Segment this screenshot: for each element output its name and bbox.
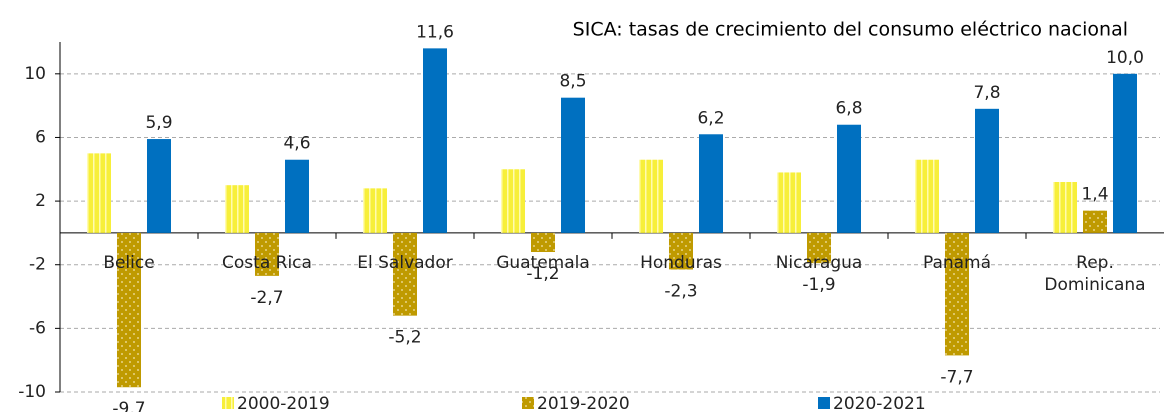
bar	[1113, 73, 1137, 233]
bar	[363, 188, 387, 233]
value-label: 1,4	[1081, 185, 1108, 205]
chart-title: SICA: tasas de crecimiento del consumo e…	[573, 19, 1128, 41]
y-tick-label: -10	[18, 382, 46, 402]
value-label: -9,7	[112, 399, 145, 412]
bar	[639, 159, 663, 233]
x-tick-label: Honduras	[640, 253, 722, 273]
bar	[225, 185, 249, 233]
value-label: 6,8	[835, 99, 862, 119]
legend-label: 2019-2020	[537, 394, 630, 412]
bar	[501, 169, 525, 233]
x-tick-label: Belice	[103, 253, 154, 273]
legend-label: 2000-2019	[237, 394, 330, 412]
bar	[147, 139, 171, 233]
value-label: 6,2	[697, 108, 724, 128]
bar	[531, 232, 555, 252]
bar	[1083, 210, 1107, 233]
value-label: -1,2	[526, 264, 559, 284]
x-tick-label: Rep. Dominicana	[1044, 253, 1145, 295]
bar	[285, 159, 309, 233]
value-label: -5,2	[388, 328, 421, 348]
value-label: 5,9	[145, 113, 172, 133]
bar	[255, 232, 279, 276]
x-tick-label: Nicaragua	[776, 253, 863, 273]
legend-swatch	[818, 397, 830, 409]
value-label: 7,8	[973, 83, 1000, 103]
y-tick-label: 6	[35, 127, 46, 147]
y-tick-label: 10	[24, 64, 46, 84]
value-label: -7,7	[940, 367, 973, 387]
value-label: 4,6	[283, 134, 310, 154]
value-label: 10,0	[1106, 48, 1144, 68]
bar	[117, 232, 141, 388]
x-tick-label: Costa Rica	[222, 253, 312, 273]
legend-label: 2020-2021	[833, 394, 926, 412]
bar	[87, 153, 111, 233]
bar	[669, 232, 693, 270]
bar	[1053, 182, 1077, 233]
x-tick-label: Guatemala	[496, 253, 590, 273]
value-label: -2,7	[250, 288, 283, 308]
bar	[777, 172, 801, 233]
bar	[699, 134, 723, 233]
bar	[807, 232, 831, 264]
value-label: -1,9	[802, 275, 835, 295]
bar	[393, 232, 417, 316]
legend-swatch	[522, 397, 534, 409]
value-label: 8,5	[559, 72, 586, 92]
x-tick-label: El Salvador	[357, 253, 452, 273]
legend-swatch	[222, 397, 234, 409]
bar	[423, 48, 447, 233]
value-label: 11,6	[416, 22, 454, 42]
y-tick-label: 2	[35, 191, 46, 211]
bar	[945, 232, 969, 356]
bar	[915, 159, 939, 233]
bar	[837, 124, 861, 233]
bar	[561, 97, 585, 233]
value-label: -2,3	[664, 282, 697, 302]
x-tick-label: Panamá	[923, 253, 991, 273]
y-tick-label: -6	[29, 318, 46, 338]
bar	[975, 108, 999, 233]
y-tick-label: -2	[29, 255, 46, 275]
